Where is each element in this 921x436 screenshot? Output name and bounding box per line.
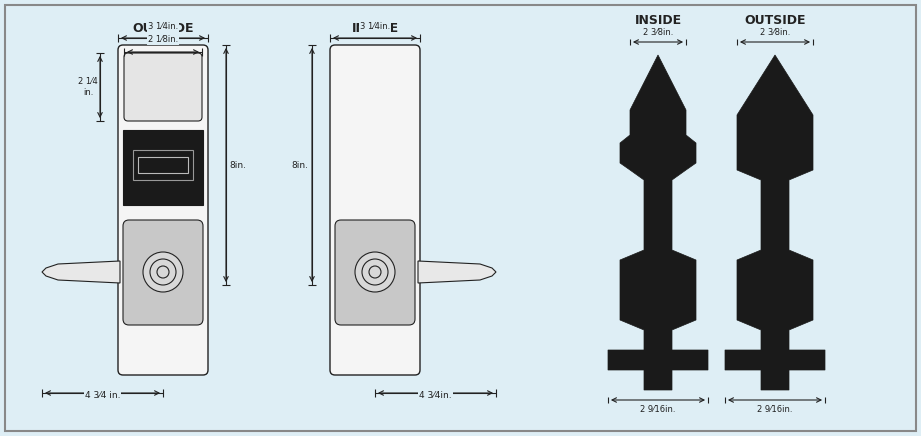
Text: 8in.: 8in. — [229, 160, 247, 170]
FancyBboxPatch shape — [330, 45, 420, 375]
FancyBboxPatch shape — [123, 220, 203, 325]
Text: 4 3⁄4 in.: 4 3⁄4 in. — [85, 391, 121, 400]
Text: 2 9⁄16in.: 2 9⁄16in. — [640, 405, 676, 414]
Bar — [138, 157, 188, 173]
Bar — [133, 150, 193, 180]
Bar — [123, 130, 203, 205]
Polygon shape — [42, 261, 120, 283]
Polygon shape — [608, 55, 708, 390]
Text: 2 9⁄16in.: 2 9⁄16in. — [757, 405, 793, 414]
Polygon shape — [725, 55, 825, 390]
Text: INSIDE: INSIDE — [352, 21, 399, 34]
FancyBboxPatch shape — [335, 220, 415, 325]
Circle shape — [143, 252, 183, 292]
FancyBboxPatch shape — [118, 45, 208, 375]
Circle shape — [355, 252, 395, 292]
Text: 2 1⁄8in.: 2 1⁄8in. — [148, 35, 178, 44]
Text: 4 3⁄4in.: 4 3⁄4in. — [419, 391, 452, 400]
Polygon shape — [418, 261, 496, 283]
Text: 2 1⁄4
in.: 2 1⁄4 in. — [78, 77, 98, 97]
Text: 2 3⁄8in.: 2 3⁄8in. — [643, 28, 673, 37]
Text: 3 1⁄4in.: 3 1⁄4in. — [148, 22, 178, 31]
Text: OUTSIDE: OUTSIDE — [744, 14, 806, 27]
Text: OUTSIDE: OUTSIDE — [133, 21, 193, 34]
FancyBboxPatch shape — [124, 53, 202, 121]
Text: 2 3⁄8in.: 2 3⁄8in. — [760, 28, 790, 37]
Text: 8in.: 8in. — [292, 160, 309, 170]
Text: 3 1⁄4in.: 3 1⁄4in. — [360, 22, 391, 31]
Text: INSIDE: INSIDE — [635, 14, 682, 27]
